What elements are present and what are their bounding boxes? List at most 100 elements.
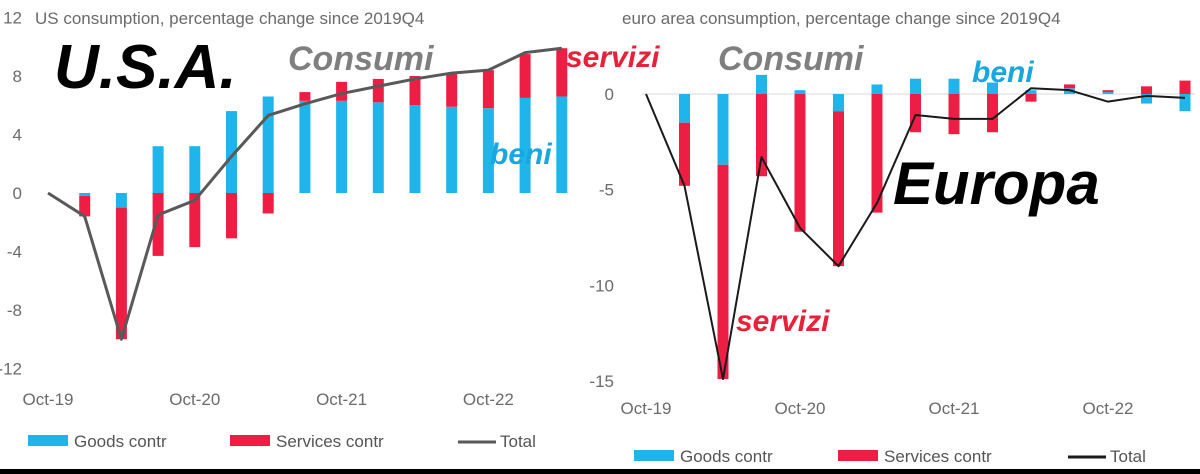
annotation-servizi-us: servizi xyxy=(566,41,660,74)
annotation-consumi-us: Consumi xyxy=(288,40,435,78)
goods-bar xyxy=(189,146,201,193)
services-bar xyxy=(794,94,806,232)
x-tick-label: Oct-22 xyxy=(463,390,514,409)
goods-bar xyxy=(79,193,91,196)
services-bar xyxy=(948,94,960,135)
x-tick-label: Oct-21 xyxy=(316,390,367,409)
x-tick-label: Oct-19 xyxy=(620,399,671,418)
chart-panel-2: euro area consumption, percentage change… xyxy=(589,9,1195,466)
services-bar xyxy=(717,164,729,380)
services-bar xyxy=(756,94,767,177)
goods-bar xyxy=(871,84,883,94)
services-bar xyxy=(519,54,531,98)
legend-swatch-goods xyxy=(28,435,68,446)
services-bar xyxy=(372,78,384,103)
bottom-border xyxy=(0,469,1200,474)
services-bar xyxy=(1102,90,1114,93)
x-tick-label: Oct-19 xyxy=(22,390,73,409)
goods-bar xyxy=(1141,94,1152,104)
goods-bar xyxy=(1102,92,1114,94)
goods-bar xyxy=(226,111,237,193)
goods-bar xyxy=(152,146,164,193)
x-tick-label: Oct-22 xyxy=(1082,399,1133,418)
y-tick-label: 12 xyxy=(3,9,22,28)
y-tick-label: -5 xyxy=(599,181,614,200)
chart-title: US consumption, percentage change since … xyxy=(35,9,424,28)
y-tick-label: 8 xyxy=(13,67,22,86)
goods-bar xyxy=(756,74,767,94)
legend-swatch-services xyxy=(838,450,878,461)
goods-bar xyxy=(556,96,568,193)
chart-title: euro area consumption, percentage change… xyxy=(622,9,1061,28)
y-tick-label: -10 xyxy=(589,276,614,295)
y-tick-label: -12 xyxy=(0,360,22,379)
annotation-consumi-eu: Consumi xyxy=(718,40,865,78)
services-bar xyxy=(1179,80,1191,94)
x-tick-label: Oct-20 xyxy=(169,390,220,409)
legend-label: Total xyxy=(1110,447,1146,466)
annotation-beni-eu: beni xyxy=(972,56,1034,89)
services-bar xyxy=(987,94,998,133)
chart-panel-1: US consumption, percentage change since … xyxy=(0,9,568,451)
annotation-servizi-eu: servizi xyxy=(736,305,830,338)
services-bar xyxy=(1025,94,1037,102)
services-bar xyxy=(115,207,127,340)
annotation-usa: U.S.A. xyxy=(54,33,237,102)
annotations: U.S.A. Consumi servizi beni Consumi beni Europ… xyxy=(54,33,1100,338)
services-bar xyxy=(409,76,421,106)
goods-bar xyxy=(1179,94,1191,112)
goods-bar xyxy=(1025,90,1037,94)
services-bar xyxy=(833,111,844,267)
goods-bar xyxy=(717,94,729,165)
legend-label: Total xyxy=(500,432,536,451)
services-bar xyxy=(79,195,91,217)
services-bar xyxy=(679,122,690,186)
total-line xyxy=(645,87,1186,381)
goods-bar xyxy=(833,94,844,112)
services-bar xyxy=(152,193,164,256)
services-bar xyxy=(446,73,458,107)
goods-bar xyxy=(446,106,458,193)
goods-bar xyxy=(948,78,960,94)
goods-bar xyxy=(115,193,127,208)
services-bar xyxy=(482,70,494,109)
goods-bar xyxy=(910,78,921,94)
legend-swatch-services xyxy=(230,435,270,446)
goods-bar xyxy=(482,108,494,193)
legend-label: Services contr xyxy=(884,447,992,466)
goods-bar xyxy=(519,97,531,193)
x-tick-label: Oct-20 xyxy=(774,399,825,418)
services-bar xyxy=(189,193,201,248)
goods-bar xyxy=(299,100,311,193)
y-tick-label: -8 xyxy=(7,301,22,320)
y-tick-label: -15 xyxy=(589,372,614,391)
goods-bar xyxy=(336,100,348,193)
legend-swatch-goods xyxy=(634,450,674,461)
goods-bar xyxy=(794,90,806,94)
y-tick-label: -4 xyxy=(7,243,22,262)
y-tick-label: 0 xyxy=(13,184,22,203)
annotation-europa: Europa xyxy=(893,150,1100,217)
goods-bar xyxy=(679,94,690,123)
goods-bar xyxy=(409,105,421,193)
x-tick-label: Oct-21 xyxy=(928,399,979,418)
services-bar xyxy=(1141,86,1152,94)
services-bar xyxy=(226,193,237,239)
services-bar xyxy=(1064,84,1075,89)
goods-bar xyxy=(372,102,384,193)
y-tick-label: 0 xyxy=(605,85,614,104)
services-bar xyxy=(262,193,274,214)
services-bar xyxy=(299,92,311,101)
y-tick-label: 4 xyxy=(13,126,22,145)
services-bar xyxy=(556,48,568,97)
goods-bar xyxy=(987,82,998,94)
annotation-beni-us: beni xyxy=(490,138,552,171)
total-line xyxy=(47,46,562,341)
legend-label: Goods contr xyxy=(680,447,773,466)
legend-label: Services contr xyxy=(276,432,384,451)
services-bar xyxy=(336,81,348,101)
services-bar xyxy=(910,94,921,133)
services-bar xyxy=(871,94,883,213)
goods-bar xyxy=(262,96,274,193)
